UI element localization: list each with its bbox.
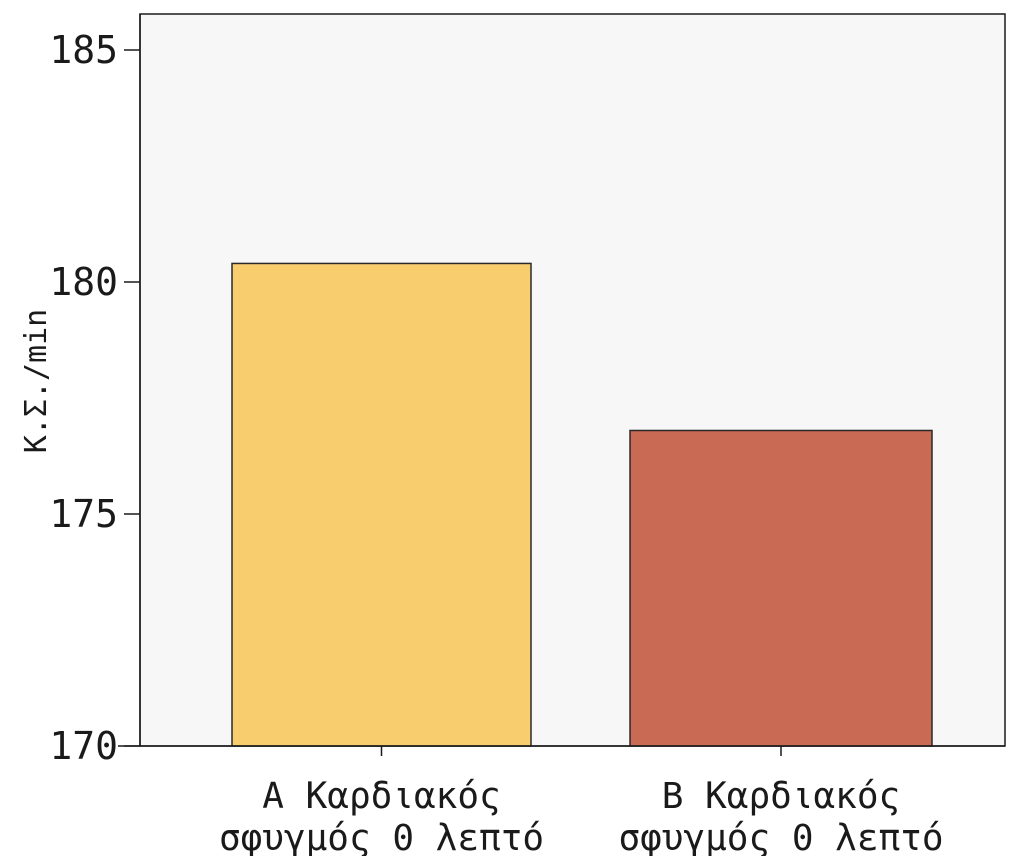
- y-tick-label-185: 185: [49, 28, 118, 72]
- x-tick-label-1-1: σφυγμός 0 λεπτό: [618, 818, 943, 856]
- y-tick-label-175: 175: [49, 492, 118, 536]
- bar-0: [231, 262, 532, 747]
- bars-group: [231, 262, 933, 747]
- bar-1: [629, 429, 933, 747]
- y-tick-label-170: 170: [49, 724, 118, 768]
- axes-group: [118, 14, 1005, 756]
- y-tick-label-180: 180: [49, 260, 118, 304]
- x-tick-label-0-1: σφυγμός 0 λεπτό: [219, 818, 544, 856]
- y-axis-title: Κ.Σ./min: [19, 309, 54, 454]
- x-tick-label-1-0: B Καρδιακός: [662, 776, 900, 817]
- x-tick-label-0-0: A Καρδιακός: [262, 776, 500, 817]
